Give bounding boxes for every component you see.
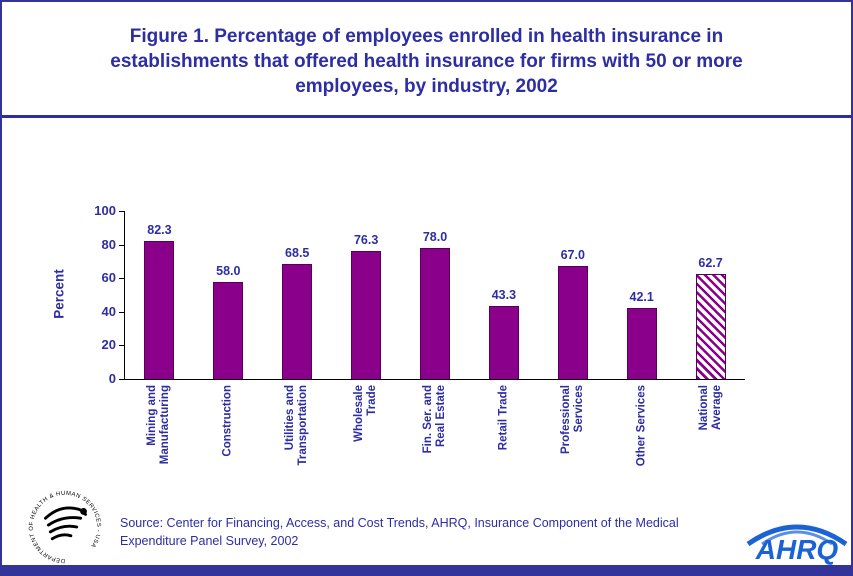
y-tick-mark bbox=[119, 311, 125, 313]
bar bbox=[144, 240, 175, 379]
bar-slot: 68.5 Utilities and Transportation bbox=[263, 211, 332, 466]
bar-value-label: 62.7 bbox=[698, 255, 723, 270]
ahrq-arcs-icon bbox=[746, 524, 848, 546]
bar-slot: 58.0 Construction bbox=[194, 211, 263, 457]
category-label: Professional Services bbox=[559, 385, 585, 455]
bar-value-label: 42.1 bbox=[629, 290, 654, 305]
y-tick-label: 20 bbox=[101, 337, 116, 353]
y-tick-mark bbox=[119, 345, 125, 347]
bar bbox=[213, 281, 244, 379]
bar-slot: 62.7 National Average bbox=[676, 211, 745, 430]
bar bbox=[626, 308, 657, 379]
bar bbox=[488, 306, 519, 379]
hhs-eagle-head bbox=[80, 507, 87, 515]
ahrq-logo: AHRQ bbox=[744, 516, 850, 566]
bar-slot: 76.3 Wholesale Trade bbox=[332, 211, 401, 442]
bar-value-label: 58.0 bbox=[216, 263, 241, 278]
source-note: Source: Center for Financing, Access, an… bbox=[120, 514, 679, 550]
y-tick-label: 100 bbox=[94, 203, 116, 218]
category-label: Other Services bbox=[635, 385, 648, 467]
bar bbox=[420, 247, 450, 379]
category-label: Construction bbox=[221, 385, 234, 457]
bar-value-label: 68.5 bbox=[285, 245, 310, 260]
title-divider-line bbox=[2, 115, 851, 118]
category-label: Fin. Ser. and Real Estate bbox=[422, 385, 448, 454]
bar-slot: 42.1 Other Services bbox=[607, 211, 676, 466]
y-tick-label: 40 bbox=[101, 303, 116, 319]
source-line-2: Expenditure Panel Survey, 2002 bbox=[120, 534, 299, 549]
figure-title: Figure 1. Percentage of employees enroll… bbox=[110, 26, 743, 98]
category-label: Utilities and Transportation bbox=[284, 385, 310, 466]
category-label: National Average bbox=[697, 385, 723, 431]
bar-value-label: 67.0 bbox=[560, 248, 585, 263]
bar-slot: 67.0 Professional Services bbox=[538, 211, 607, 454]
bar-slot: 43.3 Retail Trade bbox=[469, 211, 538, 450]
bar-slot: 82.3 Mining and Manufacturing bbox=[125, 211, 194, 464]
hhs-logo: DEPARTMENT OF HEALTH & HUMAN SERVICES - … bbox=[29, 491, 101, 564]
y-tick-mark bbox=[119, 244, 125, 246]
y-tick-mark bbox=[119, 211, 125, 212]
y-tick-label: 60 bbox=[101, 270, 116, 286]
bar-value-label: 82.3 bbox=[147, 222, 172, 237]
bar-value-label: 78.0 bbox=[422, 229, 448, 244]
plot-area: 0 20 40 60 80 100 82.3 Mining and Manufacturing… bbox=[94, 204, 745, 466]
y-tick-label: 0 bbox=[108, 371, 116, 386]
category-label: Mining and Manufacturing bbox=[146, 385, 172, 465]
y-tick-mark bbox=[119, 278, 125, 280]
category-label: Wholesale Trade bbox=[353, 385, 379, 442]
hhs-eagle-icon bbox=[44, 506, 87, 541]
bar-value-label: 43.3 bbox=[491, 288, 517, 303]
bar bbox=[557, 266, 588, 379]
y-tick-mark bbox=[119, 379, 125, 380]
bar-hatched bbox=[695, 273, 726, 379]
bar bbox=[351, 250, 382, 379]
bar-value-label: 76.3 bbox=[353, 232, 379, 247]
y-axis-title: Percent bbox=[51, 269, 67, 319]
category-label: Retail Trade bbox=[497, 385, 510, 451]
bottom-accent-bar bbox=[2, 565, 851, 574]
source-line-1: Source: Center for Financing, Access, an… bbox=[120, 516, 679, 530]
ahrq-wordmark: AHRQ bbox=[755, 534, 839, 565]
bar-slot: 78.0 Fin. Ser. and Real Estate bbox=[401, 211, 470, 453]
bar bbox=[282, 263, 313, 379]
y-tick-label: 80 bbox=[101, 236, 116, 252]
